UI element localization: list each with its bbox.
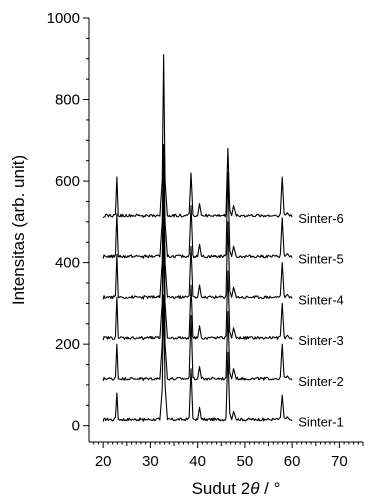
y-axis-title: Intensitas (arb. unit) <box>9 155 28 305</box>
x-axis-title-symbol: θ <box>250 479 260 498</box>
x-tick-label: 70 <box>331 453 348 470</box>
series-label-sinter-1: Sinter-1 <box>298 415 344 430</box>
x-tick-label: 30 <box>142 453 159 470</box>
y-tick-label: 800 <box>55 92 80 109</box>
series-line-sinter-5 <box>102 143 293 259</box>
series-line-sinter-1 <box>102 294 293 422</box>
x-tick-label: 60 <box>284 453 301 470</box>
y-tick-label: 0 <box>72 418 80 435</box>
series-labels: Sinter-1 Sinter-2 Sinter-3 Sinter-4 Sinter-5… <box>298 211 344 430</box>
x-axis-title: Sudut 2θ / ° <box>192 479 281 498</box>
axes: 0 200 400 600 800 1000 20 30 40 50 60 70 <box>47 10 364 470</box>
series-line-sinter-6 <box>102 54 293 219</box>
plot-traces <box>102 54 293 422</box>
y-tick-label: 1000 <box>47 10 80 27</box>
series-label-sinter-5: Sinter-5 <box>298 252 344 267</box>
x-tick-label: 20 <box>95 453 112 470</box>
x-tick-label: 40 <box>189 453 206 470</box>
series-label-sinter-6: Sinter-6 <box>298 211 344 226</box>
series-label-sinter-3: Sinter-3 <box>298 333 344 348</box>
series-line-sinter-2 <box>102 221 293 381</box>
series-line-sinter-3 <box>102 188 293 341</box>
y-tick-label: 200 <box>55 336 80 353</box>
y-ticks: 0 200 400 600 800 1000 <box>47 10 89 435</box>
series-line-sinter-4 <box>102 156 293 300</box>
y-tick-label: 400 <box>55 255 80 272</box>
series-label-sinter-4: Sinter-4 <box>298 292 344 307</box>
x-axis-title-prefix: Sudut 2 <box>192 479 251 498</box>
y-tick-label: 600 <box>55 173 80 190</box>
series-label-sinter-2: Sinter-2 <box>298 374 344 389</box>
x-ticks: 20 30 40 50 60 70 <box>93 442 364 470</box>
x-tick-label: 50 <box>237 453 254 470</box>
x-axis-title-suffix: / ° <box>259 479 280 498</box>
